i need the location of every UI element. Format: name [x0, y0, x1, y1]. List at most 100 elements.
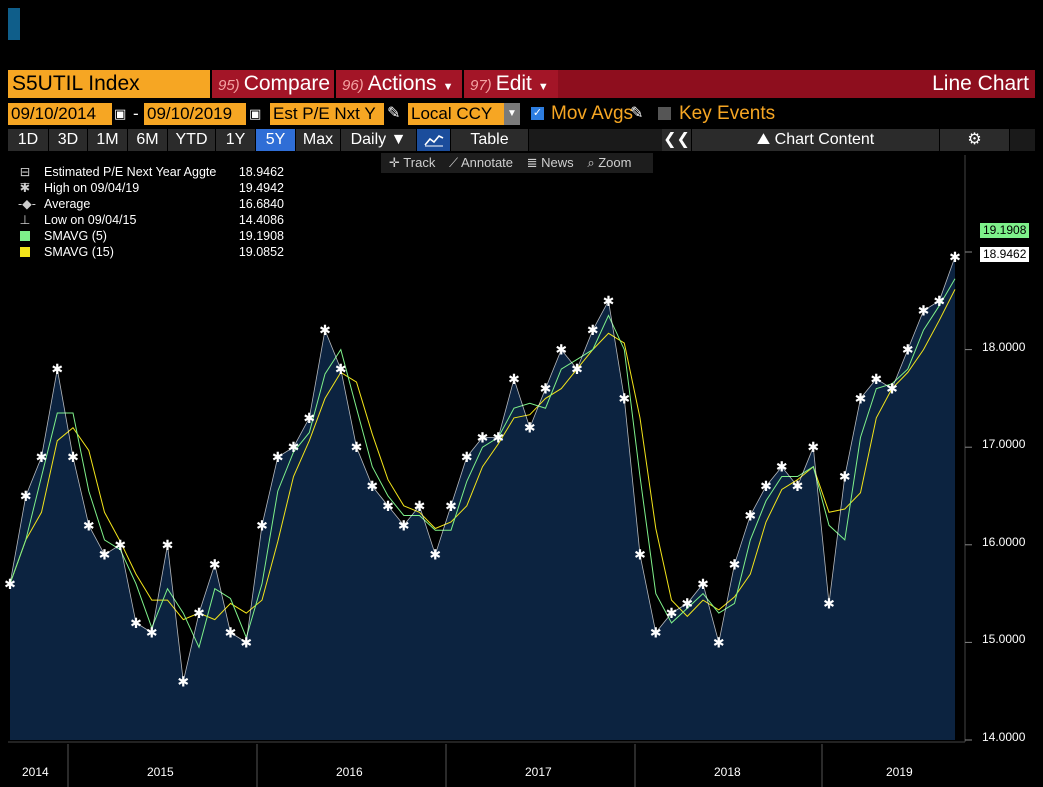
- line-chart-icon[interactable]: [417, 129, 451, 151]
- chart-legend: ⊟ ✱ Estimated P/E Next Year Aggte 18.9462 …: [16, 161, 292, 265]
- data-point: ✱: [886, 382, 898, 398]
- compare-button[interactable]: 95) Compare: [210, 70, 334, 98]
- data-point: ✱: [225, 626, 237, 642]
- crosshair-icon: ✛: [389, 155, 400, 170]
- settings-gear-icon[interactable]: ⚙: [940, 129, 1010, 151]
- collapse-left-icon[interactable]: ❮❮: [662, 129, 692, 151]
- pencil-icon[interactable]: ✎: [387, 105, 401, 122]
- date-range-dash: -: [133, 104, 139, 123]
- mov-avgs-label: Mov Avgs: [551, 103, 634, 124]
- actions-shortcut: 96): [342, 77, 364, 94]
- actions-menu[interactable]: 96) Actions ▼: [334, 70, 462, 98]
- tab-6m[interactable]: 6M: [128, 129, 168, 151]
- tab-ytd[interactable]: YTD: [168, 129, 216, 151]
- data-point: ✱: [760, 479, 772, 495]
- annotate-tool[interactable]: Annotate: [460, 155, 514, 170]
- chart-tools: ✛ Track ⟋ Annotate ≣ News ⌕ Zoom: [381, 153, 653, 173]
- legend-row-high[interactable]: ⊤ High on 09/04/19 19.4942: [16, 180, 292, 196]
- news-tool[interactable]: News: [541, 155, 574, 170]
- average-marker-icon: -◆-: [18, 197, 36, 211]
- data-point: ✱: [366, 479, 378, 495]
- tab-3d[interactable]: 3D: [49, 129, 88, 151]
- compare-label: Compare: [243, 72, 331, 95]
- end-date-input[interactable]: 09/10/2019: [144, 103, 246, 125]
- frequency-dropdown[interactable]: Daily ▼: [341, 129, 417, 151]
- legend-label: SMAVG (5): [44, 229, 107, 243]
- currency-selector[interactable]: Local CCY: [408, 103, 504, 125]
- zoom-tool[interactable]: Zoom: [598, 155, 632, 170]
- start-date-input[interactable]: 09/10/2014: [8, 103, 112, 125]
- edit-label: Edit: [495, 72, 532, 95]
- tab-5y[interactable]: 5Y: [256, 129, 296, 151]
- legend-row-sma15[interactable]: SMAVG (15) 19.0852: [16, 244, 292, 260]
- chart-content-button[interactable]: ⛰ Chart Content: [692, 129, 940, 151]
- legend-row-sma5[interactable]: SMAVG (5) 19.1908: [16, 228, 292, 244]
- chart-content-icon: ⛰: [756, 131, 775, 148]
- low-marker-icon: ⊥: [19, 213, 31, 227]
- chart-content-label: Chart Content: [774, 131, 875, 148]
- data-point: ✱: [398, 518, 410, 534]
- mov-avgs-checkbox[interactable]: ✓: [531, 107, 544, 120]
- pencil-icon[interactable]: ✎: [630, 105, 644, 122]
- calendar-icon[interactable]: ▣: [249, 106, 262, 121]
- legend-label: Average: [44, 197, 91, 211]
- x-tick-label: 2018: [714, 765, 741, 779]
- legend-row-series[interactable]: ⊟ ✱ Estimated P/E Next Year Aggte 18.9462: [16, 164, 292, 195]
- data-point: ✱: [776, 460, 788, 476]
- asterisk-marker-icon: ⊟ ✱: [19, 165, 31, 195]
- table-button[interactable]: Table: [451, 129, 529, 151]
- x-tick-label: 2017: [525, 765, 552, 779]
- calendar-icon[interactable]: ▣: [114, 106, 127, 121]
- legend-row-low[interactable]: ⊥ Low on 09/04/15 14.4086: [16, 212, 292, 228]
- currency-dropdown-icon[interactable]: ▼: [504, 103, 520, 125]
- field-selector[interactable]: Est P/E Nxt Y: [270, 103, 384, 125]
- sma15-line: [9, 289, 956, 621]
- tab-1y[interactable]: 1Y: [216, 129, 256, 151]
- tab-1d[interactable]: 1D: [8, 129, 49, 151]
- caret-down-icon: ▼: [442, 81, 454, 93]
- x-tick-label: 2015: [147, 765, 174, 779]
- key-events-label: Key Events: [679, 103, 776, 124]
- data-point: ✱: [681, 596, 693, 612]
- actions-label: Actions: [367, 72, 437, 95]
- news-icon: ≣: [526, 155, 538, 170]
- tab-max[interactable]: Max: [296, 129, 341, 151]
- edit-menu[interactable]: 97) Edit ▼: [462, 70, 558, 98]
- legend-value: 16.6840: [238, 197, 284, 211]
- ticker-field[interactable]: S5UTIL Index: [8, 70, 210, 98]
- data-point: ✱: [666, 606, 678, 622]
- y-tick-label: 17.0000: [982, 437, 1026, 451]
- data-point: ✱: [870, 372, 882, 388]
- data-point: ✱: [571, 362, 583, 378]
- series-line: [9, 256, 956, 682]
- data-point: ✱: [130, 616, 142, 632]
- compare-shortcut: 95): [218, 77, 240, 94]
- key-events-checkbox[interactable]: [658, 107, 671, 120]
- legend-value: 14.4086: [238, 213, 284, 227]
- legend-label: SMAVG (15): [44, 245, 114, 259]
- data-point: ✱: [492, 430, 504, 446]
- data-point: ✱: [146, 626, 158, 642]
- y-tick-label: 15.0000: [982, 632, 1026, 646]
- data-point: ✱: [382, 499, 394, 515]
- legend-label: Low on 09/04/15: [44, 213, 137, 227]
- data-point: ✱: [4, 577, 16, 593]
- data-point: ✱: [933, 294, 945, 310]
- legend-row-average[interactable]: -◆- Average 16.6840: [16, 196, 292, 212]
- high-marker-icon: ⊤: [19, 181, 31, 195]
- data-point: ✱: [823, 596, 835, 612]
- tab-1m[interactable]: 1M: [88, 129, 128, 151]
- data-point: ✱: [240, 635, 252, 651]
- last-value-series: 18.9462: [980, 247, 1030, 262]
- chart-area[interactable]: ✱✱✱✱✱✱✱✱✱✱✱✱✱✱✱✱✱✱✱✱✱✱✱✱✱✱✱✱✱✱✱ ✱✱✱✱✱✱✱✱✱…: [0, 150, 1043, 787]
- data-point: ✱: [792, 479, 804, 495]
- sma15-swatch: [20, 247, 30, 257]
- zoom-icon: ⌕: [587, 155, 595, 170]
- sma5-line: [9, 278, 956, 649]
- legend-value: 19.1908: [238, 229, 284, 243]
- track-tool[interactable]: Track: [403, 155, 436, 170]
- edit-shortcut: 97): [470, 77, 492, 94]
- data-point: ✱: [303, 411, 315, 427]
- x-tick-label: 2014: [22, 765, 49, 779]
- data-point: ✱: [650, 626, 662, 642]
